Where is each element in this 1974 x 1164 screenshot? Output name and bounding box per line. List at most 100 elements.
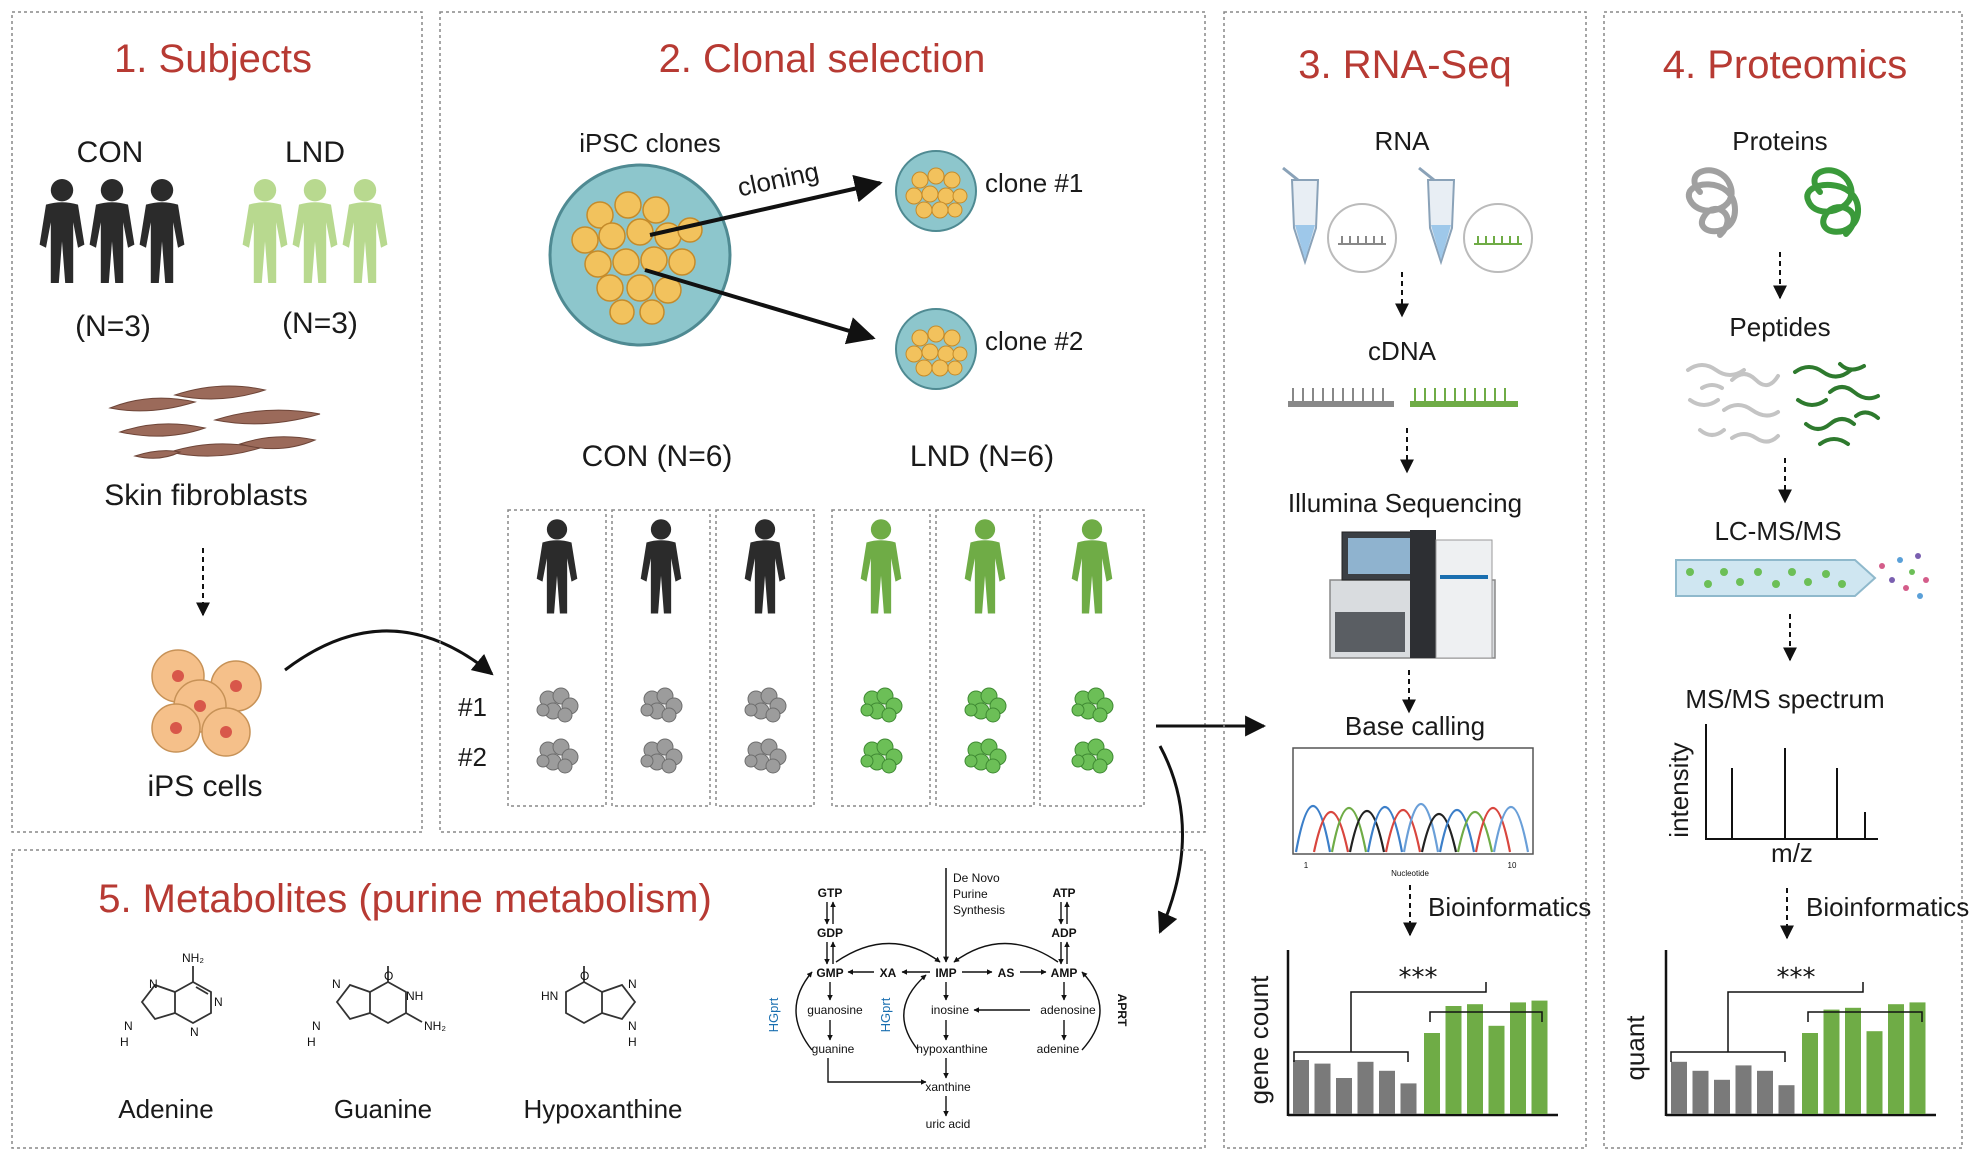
ips-cells-icon [151,649,262,757]
bar [1400,1083,1417,1114]
gene-count-chart: gene count *** [1244,950,1558,1117]
bioinformatics-label: Bioinformatics [1428,892,1591,922]
bar-group [1293,1000,1548,1114]
pathway-node: uric acid [926,1117,971,1131]
pathway-node: De Novo [953,871,1000,885]
spectrum-label: MS/MS spectrum [1685,684,1884,714]
con-subject3-column [715,509,815,807]
lnd-subjects-icon [242,179,388,283]
svg-text:N: N [312,1019,321,1033]
lcms-label: LC-MS/MS [1714,516,1841,546]
svg-text:O: O [580,969,589,983]
compound-label: Adenine [118,1094,213,1124]
clone-grid [507,509,1145,807]
rna-label: RNA [1375,126,1431,156]
lnd-person-icons [860,519,1113,614]
illumina-label: Illumina Sequencing [1288,488,1522,518]
panel-subjects: 1. Subjects CON LND (N=3) (N=3) Skin fib… [11,11,423,833]
tick-label: 1 [1304,861,1309,870]
panel-metabolites-frame [11,849,1206,1149]
protein-green-icon [1804,167,1862,237]
x-axis-label: Nucleotide [1391,869,1429,878]
bar [1357,1061,1374,1114]
cloning-label: cloning [735,156,822,202]
pathway-node: GMP [816,966,843,980]
ipsc-clones-label: iPSC clones [579,128,721,158]
quant-chart: quant *** [1620,950,1936,1117]
ms-spectrum: intensity m/z [1664,724,1878,868]
cloning-arrow-2 [644,268,876,345]
bar [1823,1009,1840,1114]
row2-label: #2 [458,742,487,772]
bar [1692,1070,1709,1114]
y-axis-label: gene count [1244,975,1274,1104]
bar [1735,1065,1752,1114]
compound-label: Guanine [334,1094,432,1124]
svg-text:N: N [628,1019,637,1033]
panel-proteomics-frame [1603,11,1963,1149]
bar [1671,1061,1687,1114]
pathway-node: guanine [812,1042,855,1056]
y-axis-label: intensity [1664,742,1694,837]
panel-title: 1. Subjects [114,37,312,81]
culture-dish-icon [548,163,732,347]
protein-icons [1685,167,1862,238]
pathway-node: ADP [1051,926,1076,940]
con-clone-icons [536,687,787,774]
ips-to-clones-arrow [284,629,494,676]
chromatogram-peaks [1294,802,1530,853]
con-label: CON [77,136,144,169]
panel-clonal-frame [439,11,1206,833]
hgprt-label: HGprt [766,997,781,1032]
bar [1467,1004,1483,1114]
panel-metabolites: 5. Metabolites (purine metabolism) NH₂ N… [11,849,1206,1149]
pathway-node: Synthesis [953,903,1005,917]
row1-label: #1 [458,692,487,722]
con-subject2-column [611,509,711,807]
significance-stars: *** [1777,963,1816,993]
pathway-node: adenosine [1040,1003,1096,1017]
guanine-structure-icon [335,966,423,1025]
bioinformatics-label: Bioinformatics [1806,892,1969,922]
lc-column-icon [1675,553,1929,599]
bar [1909,1002,1926,1114]
pathway-node: GTP [818,886,843,900]
aprt-label: APRT [1115,994,1129,1027]
cdna-label: cDNA [1368,336,1437,366]
svg-text:N: N [628,977,637,991]
bar [1336,1078,1352,1114]
svg-text:O: O [384,969,393,983]
rna-tube-icon [1418,166,1533,273]
panel-title: 5. Metabolites (purine metabolism) [98,877,712,921]
svg-text:NH₂: NH₂ [182,951,204,965]
lnd-group-label: LND (N=6) [910,440,1054,473]
pathway-node: inosine [931,1003,969,1017]
pathway-node: GDP [817,926,843,940]
svg-text:N: N [190,1025,199,1039]
bar-group [1671,1002,1926,1114]
bar [1866,1031,1883,1114]
panel-proteomics: 4. Proteomics Proteins Peptides [1603,11,1969,1149]
pathway-node: XA [880,966,897,980]
panel-title: 2. Clonal selection [659,37,986,81]
adenine-structure-icon [140,966,212,1025]
pathway-node: Purine [953,887,988,901]
bar [1379,1070,1395,1114]
pathway-arrows [795,901,1101,1117]
svg-text:H: H [628,1035,637,1049]
bar [1445,1006,1462,1114]
lnd-label: LND [285,136,345,169]
panel-title: 3. RNA-Seq [1298,43,1511,87]
pathway-node: xanthine [925,1080,971,1094]
svg-text:NH: NH [406,989,423,1003]
fibroblast-label: Skin fibroblasts [104,479,307,512]
panel-rnaseq-frame [1223,11,1587,1149]
lnd-subject3-column [1039,509,1145,807]
cloning-arrow-1 [649,174,883,237]
pathway-node: guanosine [807,1003,863,1017]
significance-stars: *** [1399,963,1438,993]
panel-clonal-selection: 2. Clonal selection iPSC clones cloning … [439,11,1206,833]
bar [1314,1063,1331,1114]
bar [1424,1033,1440,1114]
